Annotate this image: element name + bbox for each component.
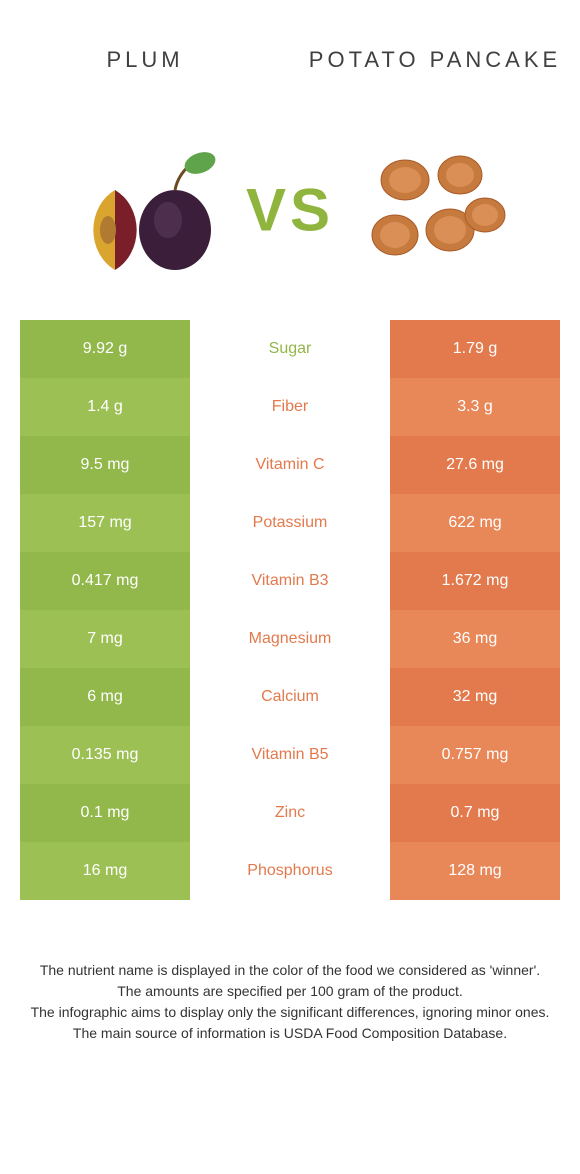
right-value: 0.757 mg: [390, 726, 560, 784]
potato-pancake-icon: [350, 135, 520, 285]
table-row: 0.417 mgVitamin B31.672 mg: [20, 552, 560, 610]
left-value: 1.4 g: [20, 378, 190, 436]
right-value: 36 mg: [390, 610, 560, 668]
left-value: 7 mg: [20, 610, 190, 668]
table-row: 9.92 gSugar1.79 g: [20, 320, 560, 378]
nutrient-name: Calcium: [190, 668, 390, 726]
comparison-table: 9.92 gSugar1.79 g1.4 gFiber3.3 g9.5 mgVi…: [20, 320, 560, 900]
nutrient-name: Fiber: [190, 378, 390, 436]
food-title-right: Potato Pancake: [290, 47, 580, 73]
right-value: 0.7 mg: [390, 784, 560, 842]
right-value: 32 mg: [390, 668, 560, 726]
nutrient-name: Phosphorus: [190, 842, 390, 900]
table-row: 6 mgCalcium32 mg: [20, 668, 560, 726]
table-row: 16 mgPhosphorus128 mg: [20, 842, 560, 900]
nutrient-name: Sugar: [190, 320, 390, 378]
right-value: 1.672 mg: [390, 552, 560, 610]
header-row: Plum Potato Pancake: [0, 0, 580, 120]
left-value: 6 mg: [20, 668, 190, 726]
right-value: 27.6 mg: [390, 436, 560, 494]
table-row: 0.135 mgVitamin B50.757 mg: [20, 726, 560, 784]
table-row: 7 mgMagnesium36 mg: [20, 610, 560, 668]
nutrient-name: Vitamin C: [190, 436, 390, 494]
left-value: 9.5 mg: [20, 436, 190, 494]
footnote-line: The amounts are specified per 100 gram o…: [30, 981, 550, 1002]
vs-label: VS: [246, 176, 334, 245]
nutrient-name: Vitamin B3: [190, 552, 390, 610]
right-value: 3.3 g: [390, 378, 560, 436]
right-value: 128 mg: [390, 842, 560, 900]
footnotes: The nutrient name is displayed in the co…: [30, 960, 550, 1044]
table-row: 1.4 gFiber3.3 g: [20, 378, 560, 436]
left-value: 9.92 g: [20, 320, 190, 378]
plum-icon: [60, 135, 230, 285]
table-row: 157 mgPotassium622 mg: [20, 494, 560, 552]
nutrient-name: Zinc: [190, 784, 390, 842]
nutrient-name: Vitamin B5: [190, 726, 390, 784]
right-value: 1.79 g: [390, 320, 560, 378]
right-value: 622 mg: [390, 494, 560, 552]
left-value: 0.135 mg: [20, 726, 190, 784]
footnote-line: The main source of information is USDA F…: [30, 1023, 550, 1044]
image-row: VS: [0, 120, 580, 300]
footnote-line: The nutrient name is displayed in the co…: [30, 960, 550, 981]
left-value: 0.1 mg: [20, 784, 190, 842]
table-row: 0.1 mgZinc0.7 mg: [20, 784, 560, 842]
left-value: 16 mg: [20, 842, 190, 900]
left-value: 0.417 mg: [20, 552, 190, 610]
food-title-left: Plum: [0, 47, 290, 73]
nutrient-name: Potassium: [190, 494, 390, 552]
table-row: 9.5 mgVitamin C27.6 mg: [20, 436, 560, 494]
nutrient-name: Magnesium: [190, 610, 390, 668]
left-value: 157 mg: [20, 494, 190, 552]
footnote-line: The infographic aims to display only the…: [30, 1002, 550, 1023]
